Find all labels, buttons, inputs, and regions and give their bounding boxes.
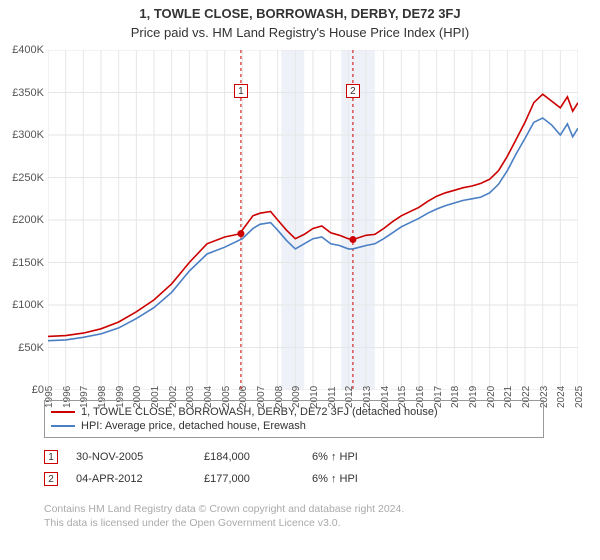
y-tick-label: £50K (4, 342, 48, 354)
event-row: 1 30-NOV-2005 £184,000 6% ↑ HPI (44, 446, 544, 468)
marker-box: 2 (346, 84, 360, 98)
y-tick-label: £100K (4, 299, 48, 311)
event-date: 04-APR-2012 (76, 473, 186, 485)
y-tick-label: £400K (4, 44, 48, 56)
event-price: £177,000 (204, 473, 294, 485)
event-hpi: 6% ↑ HPI (312, 451, 402, 463)
x-tick-label: 2024 (556, 386, 567, 408)
legend-row: 1, TOWLE CLOSE, BORROWASH, DERBY, DE72 3… (51, 405, 537, 419)
y-tick-label: £0 (4, 384, 48, 396)
chart-svg (48, 50, 578, 390)
event-marker-box: 1 (44, 450, 58, 464)
legend: 1, TOWLE CLOSE, BORROWASH, DERBY, DE72 3… (44, 400, 544, 438)
event-date: 30-NOV-2005 (76, 451, 186, 463)
footnote-line1: Contains HM Land Registry data © Crown c… (44, 503, 404, 515)
plot-area: 12 (48, 50, 578, 390)
legend-label: 1, TOWLE CLOSE, BORROWASH, DERBY, DE72 3… (81, 406, 438, 418)
legend-swatch (51, 411, 75, 413)
event-marker-box: 2 (44, 472, 58, 486)
legend-row: HPI: Average price, detached house, Erew… (51, 419, 537, 433)
y-tick-label: £300K (4, 129, 48, 141)
event-hpi: 6% ↑ HPI (312, 473, 402, 485)
marker-box: 1 (234, 84, 248, 98)
chart-title: 1, TOWLE CLOSE, BORROWASH, DERBY, DE72 3… (0, 0, 600, 21)
y-axis: £0£50K£100K£150K£200K£250K£300K£350K£400… (0, 50, 48, 390)
event-price: £184,000 (204, 451, 294, 463)
footnote-line2: This data is licensed under the Open Gov… (44, 517, 341, 529)
chart-subtitle: Price paid vs. HM Land Registry's House … (0, 21, 600, 40)
footnote: Contains HM Land Registry data © Crown c… (44, 502, 564, 530)
legend-label: HPI: Average price, detached house, Erew… (81, 420, 306, 432)
event-row: 2 04-APR-2012 £177,000 6% ↑ HPI (44, 468, 544, 490)
events-table: 1 30-NOV-2005 £184,000 6% ↑ HPI 2 04-APR-2012… (44, 446, 544, 490)
legend-swatch (51, 425, 75, 427)
y-tick-label: £150K (4, 257, 48, 269)
y-tick-label: £250K (4, 172, 48, 184)
y-tick-label: £350K (4, 87, 48, 99)
x-tick-label: 2025 (574, 386, 585, 408)
y-tick-label: £200K (4, 214, 48, 226)
